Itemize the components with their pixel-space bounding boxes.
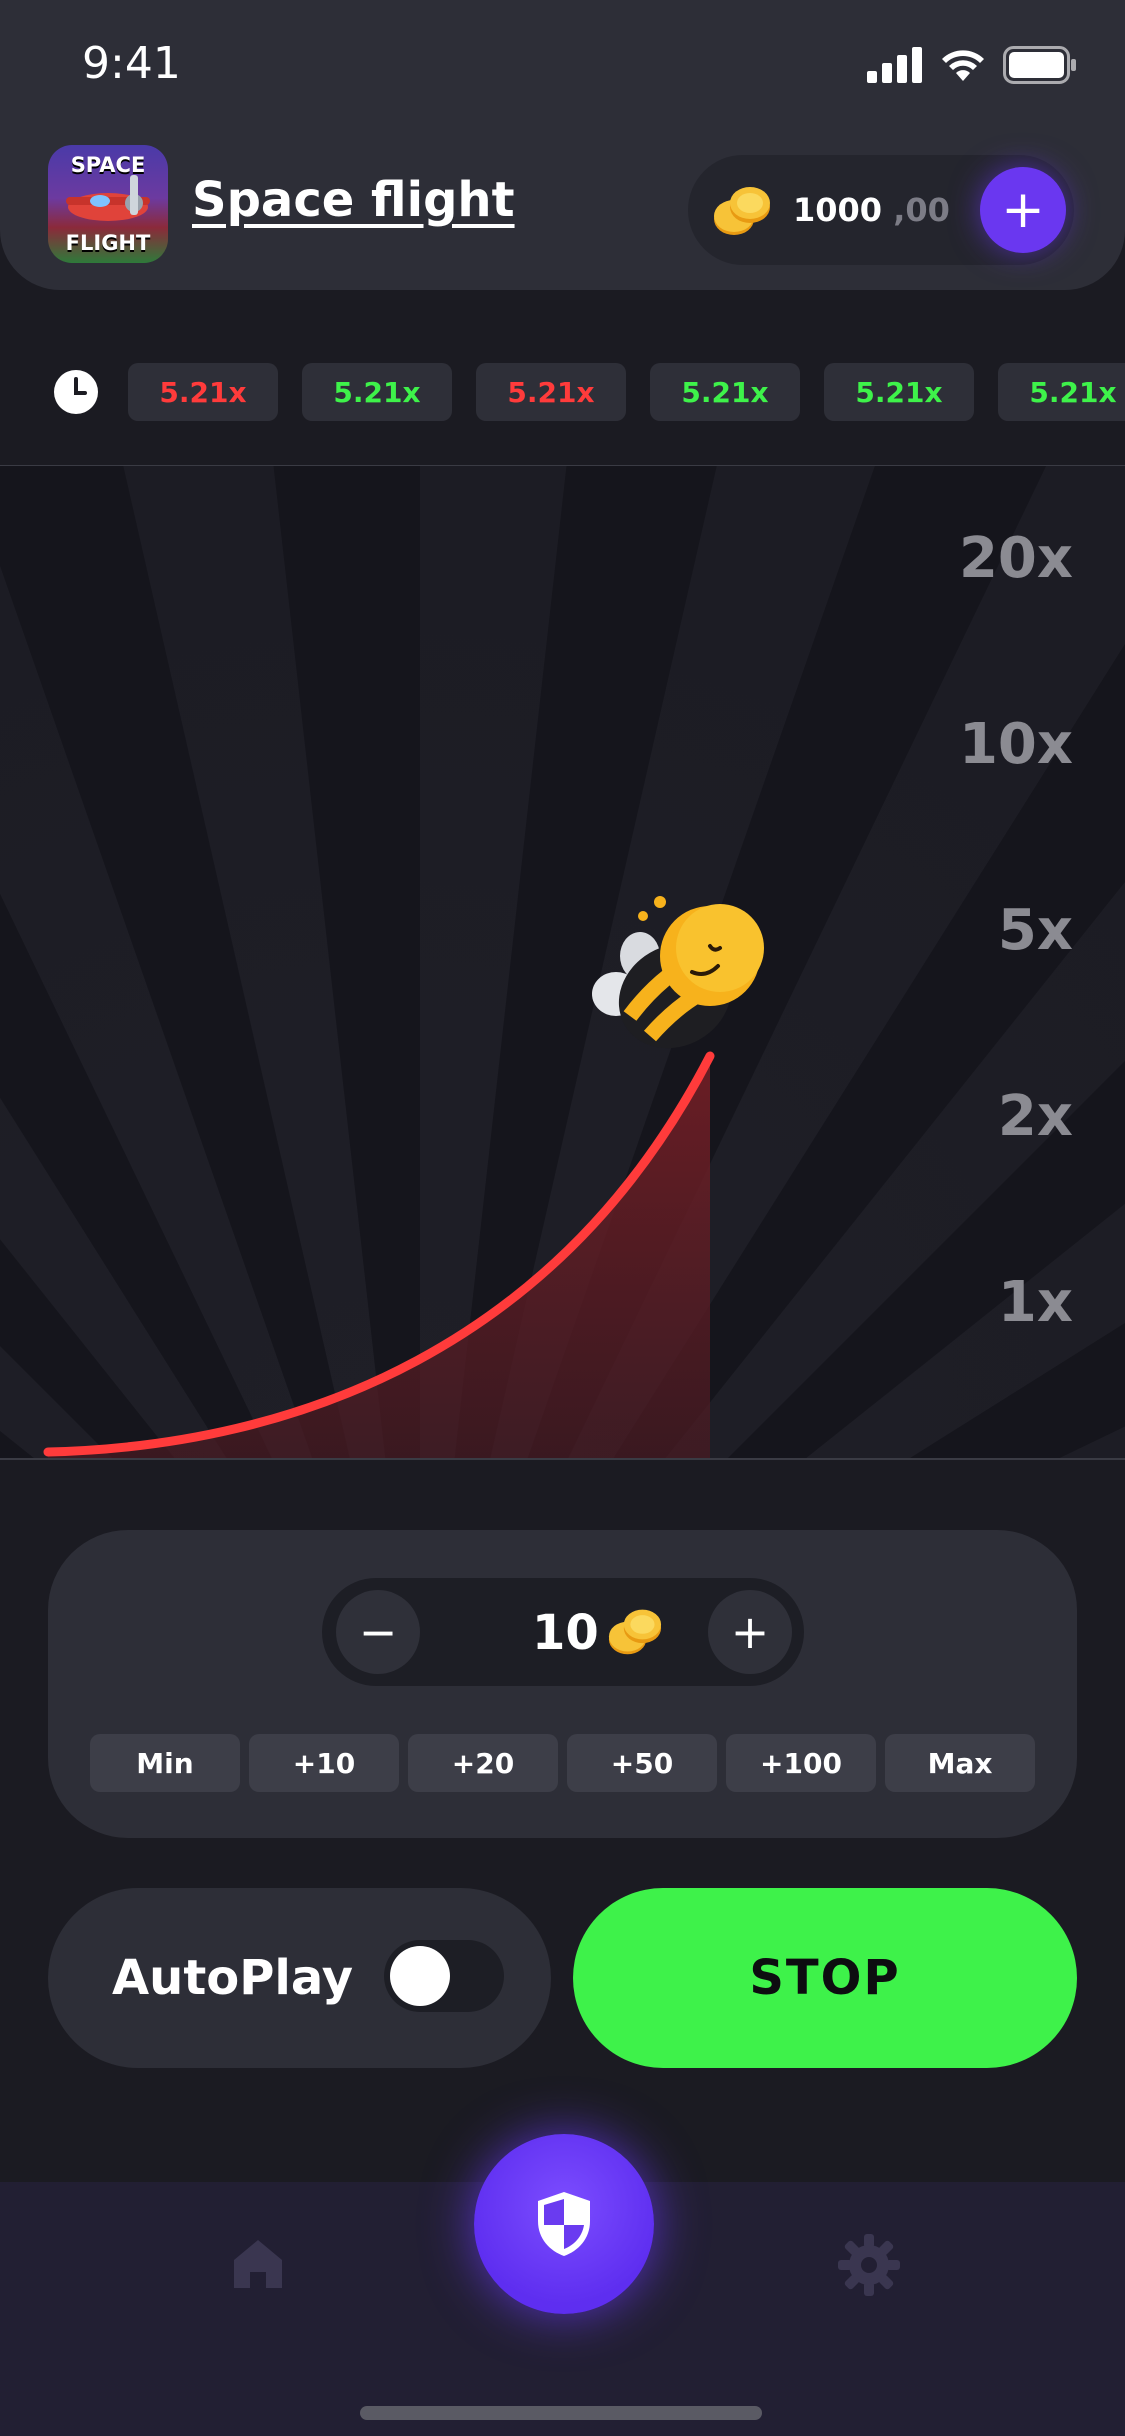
plane-icon: [66, 175, 150, 221]
quick-bet-plus-20[interactable]: +20: [408, 1734, 558, 1792]
bee-icon: [592, 896, 764, 1049]
home-icon[interactable]: [230, 2236, 286, 2292]
quick-bet-max[interactable]: Max: [885, 1734, 1035, 1792]
quick-bet-plus-10[interactable]: +10: [249, 1734, 399, 1792]
quick-bet-plus-50[interactable]: +50: [567, 1734, 717, 1792]
history-chip[interactable]: 5.21x: [650, 363, 800, 421]
home-indicator: [360, 2406, 762, 2420]
multiplier-label-10x: 10x: [958, 712, 1073, 777]
battery-icon: [1003, 46, 1076, 84]
app-icon-text-top: SPACE: [70, 153, 146, 177]
curve-fill: [48, 1056, 710, 1458]
balance-amount: 1000 ,00: [793, 191, 950, 229]
shield-icon: [538, 2192, 590, 2256]
decrease-bet-button[interactable]: −: [336, 1590, 420, 1674]
autoplay-label: AutoPlay: [112, 1950, 354, 2006]
balance-whole: 1000: [793, 191, 883, 229]
autoplay-toggle-knob[interactable]: [390, 1946, 450, 2006]
quick-bet-min[interactable]: Min: [90, 1734, 240, 1792]
quick-bet-plus-100[interactable]: +100: [726, 1734, 876, 1792]
history-chip[interactable]: 5.21x: [824, 363, 974, 421]
stop-button[interactable]: STOP: [573, 1888, 1077, 2068]
history-chip[interactable]: 5.21x: [476, 363, 626, 421]
multiplier-label-2x: 2x: [997, 1084, 1073, 1149]
history-chip[interactable]: 5.21x: [998, 363, 1125, 421]
status-icons: [867, 46, 1077, 84]
history-clock-icon[interactable]: [53, 369, 99, 415]
wifi-icon: [942, 50, 984, 81]
multiplier-label-20x: 20x: [958, 526, 1073, 591]
multiplier-label-1x: 1x: [997, 1270, 1073, 1335]
increase-bet-button[interactable]: +: [708, 1590, 792, 1674]
multiplier-curve: [43, 1051, 715, 1457]
app-icon[interactable]: SPACE FLIGHT: [48, 145, 168, 263]
game-bottom-divider: [0, 1458, 1125, 1460]
coins-icon: [714, 187, 770, 235]
app-title[interactable]: Space flight: [192, 172, 515, 228]
history-chip[interactable]: 5.21x: [128, 363, 278, 421]
bet-coin-icon: [608, 1609, 662, 1655]
history-chip[interactable]: 5.21x: [302, 363, 452, 421]
bet-amount: 10: [532, 1605, 599, 1661]
gear-icon[interactable]: [836, 2232, 902, 2298]
sunburst-background: [0, 466, 1125, 1458]
multiplier-label-5x: 5x: [997, 898, 1073, 963]
bet-amount-value: 10: [532, 1605, 599, 1661]
add-funds-button[interactable]: +: [980, 167, 1066, 253]
balance-cents: ,00: [893, 191, 950, 229]
app-icon-text-bottom: FLIGHT: [65, 231, 151, 255]
nav-center-button[interactable]: [474, 2134, 654, 2314]
signal-icon: [867, 47, 922, 83]
game-canvas: 20x 10x 5x 2x 1x: [0, 466, 1125, 1458]
status-time: 9:41: [82, 38, 181, 89]
